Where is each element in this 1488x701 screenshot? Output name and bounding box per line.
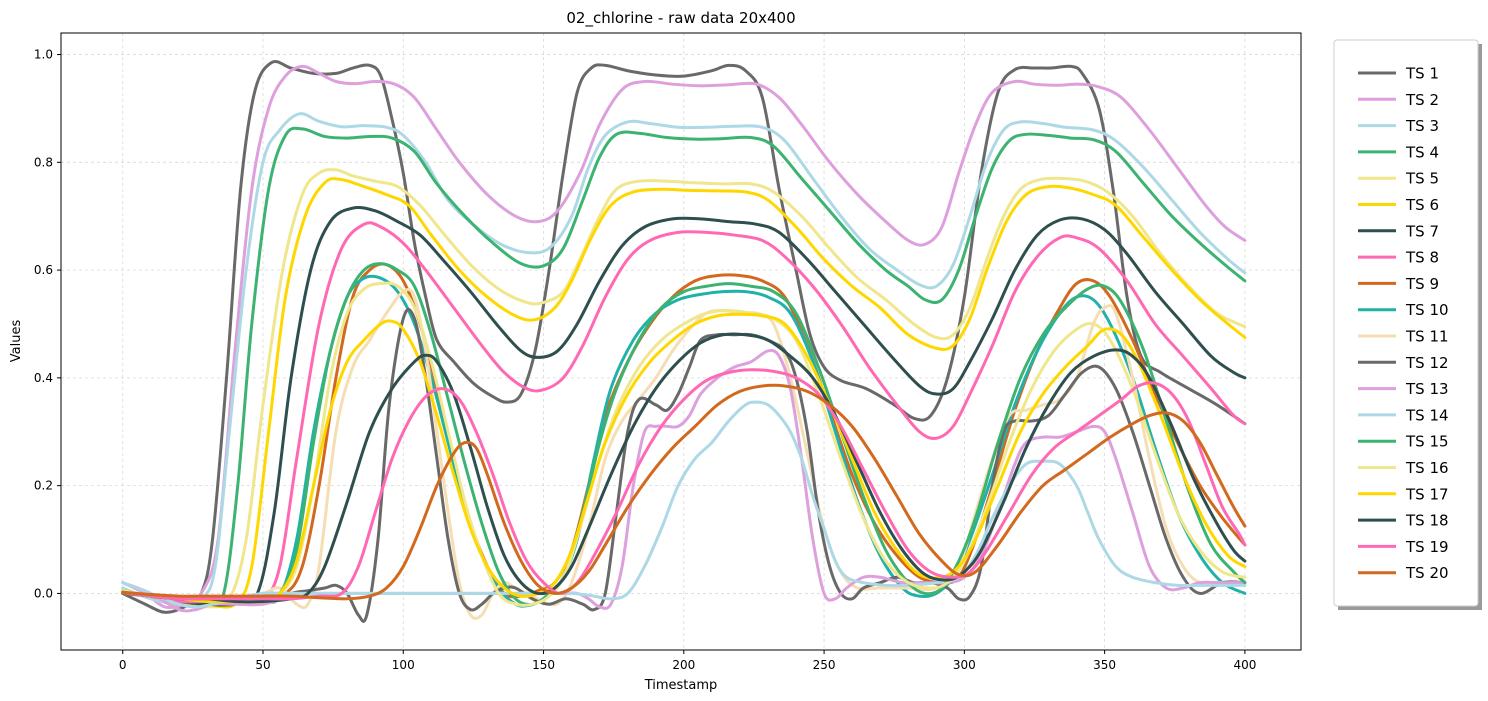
series-line-ts-4 — [121, 126, 1247, 608]
legend-label-ts-16: TS 16 — [1405, 459, 1449, 477]
series-line-ts-15 — [121, 262, 1247, 606]
y-tick-label: 0.8 — [34, 155, 53, 169]
legend-label-ts-20: TS 20 — [1405, 564, 1449, 582]
legend-label-ts-9: TS 9 — [1405, 275, 1439, 293]
chart-title: 02_chlorine - raw data 20x400 — [566, 9, 795, 28]
series-line-ts-7 — [121, 205, 1247, 607]
legend-box — [1333, 39, 1479, 607]
series-line-ts-19 — [121, 368, 1247, 601]
legend-label-ts-5: TS 5 — [1405, 170, 1439, 188]
x-tick-label: 350 — [1093, 658, 1116, 672]
series-line-ts-16 — [121, 281, 1247, 607]
series-line-ts-17 — [121, 312, 1247, 604]
series-line-ts-3 — [121, 112, 1247, 606]
legend-label-ts-11: TS 11 — [1405, 328, 1449, 346]
x-tick-label: 100 — [392, 658, 415, 672]
x-tick-label: 250 — [813, 658, 836, 672]
plot-series — [121, 60, 1247, 623]
x-tick-label: 200 — [672, 658, 695, 672]
series-line-ts-20 — [121, 383, 1247, 601]
series-line-ts-6 — [121, 177, 1247, 609]
y-tick-label: 0.2 — [34, 479, 53, 493]
x-axis-title: Timestamp — [644, 678, 718, 693]
legend-label-ts-12: TS 12 — [1405, 354, 1449, 372]
x-tick-label: 50 — [255, 658, 270, 672]
x-tick-label: 300 — [953, 658, 976, 672]
y-tick-label: 0.0 — [34, 586, 53, 600]
plot-area-frame — [60, 32, 1302, 651]
y-tick-label: 0.4 — [34, 371, 53, 385]
x-axis: 0 50 100 150 200 250 300 350 400 — [119, 650, 1256, 672]
series-line-ts-2 — [121, 64, 1247, 610]
x-tick-label: 400 — [1233, 658, 1256, 672]
y-axis-title: Values — [9, 320, 24, 363]
x-tick-label: 150 — [532, 658, 555, 672]
y-tick-label: 0.6 — [34, 263, 53, 277]
legend-label-ts-18: TS 18 — [1405, 512, 1449, 530]
y-axis: 0.0 0.2 0.4 0.6 0.8 1.0 — [34, 48, 61, 600]
series-line-ts-14 — [121, 400, 1247, 609]
series-line-ts-18 — [121, 332, 1247, 604]
legend-label-ts-17: TS 17 — [1405, 485, 1449, 503]
series-line-ts-1 — [121, 60, 1247, 614]
legend-label-ts-4: TS 4 — [1405, 143, 1439, 161]
legend-label-ts-6: TS 6 — [1405, 196, 1439, 214]
legend-label-ts-14: TS 14 — [1405, 406, 1449, 424]
legend-label-ts-8: TS 8 — [1405, 249, 1439, 267]
legend-label-ts-13: TS 13 — [1405, 380, 1449, 398]
legend-label-ts-10: TS 10 — [1405, 301, 1449, 319]
legend-label-ts-7: TS 7 — [1405, 222, 1439, 240]
x-tick-label: 0 — [119, 658, 127, 672]
legend-label-ts-19: TS 19 — [1405, 538, 1449, 556]
legend-label-ts-3: TS 3 — [1405, 117, 1439, 135]
legend: TS 1 TS 2 TS 3 TS 4 TS 5 TS 6 TS 7 TS 8 TS 9 TS 1… — [1333, 39, 1482, 610]
legend-label-ts-1: TS 1 — [1405, 65, 1439, 83]
series-line-ts-8 — [121, 221, 1247, 604]
legend-label-ts-15: TS 15 — [1405, 433, 1449, 451]
series-line-ts-5 — [121, 168, 1247, 609]
legend-label-ts-2: TS 2 — [1405, 91, 1439, 109]
y-tick-label: 1.0 — [34, 48, 53, 62]
